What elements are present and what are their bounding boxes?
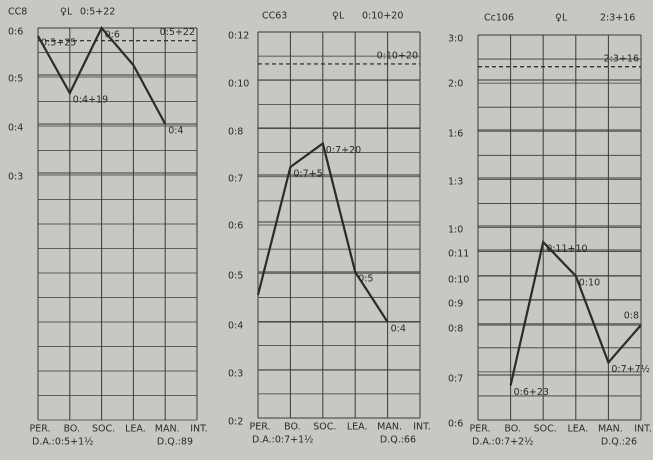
y-tick-label: 0:6	[228, 221, 243, 232]
x-tick-label: BO.	[64, 424, 80, 435]
y-tick-label: 0:11	[448, 249, 469, 260]
x-tick-label: PER.	[249, 422, 270, 433]
x-tick-label: MAN.	[598, 424, 623, 435]
footer-dq: D.Q.:66	[380, 435, 416, 446]
chart-title: Cc106	[484, 13, 514, 24]
x-tick-label: PER.	[469, 424, 490, 435]
y-tick-label: 0:5	[8, 74, 23, 85]
y-tick-label: 0:9	[448, 299, 463, 310]
y-tick-label: 0:6	[448, 419, 463, 430]
value-label: 0:7+20	[326, 145, 361, 156]
footer-dq: D.Q.:26	[601, 437, 637, 448]
reference-label: 0:10+20	[377, 50, 418, 61]
y-tick-label: 0:3	[8, 172, 23, 183]
chart-subtitle: ♀L	[60, 7, 73, 18]
y-tick-label: 0:2	[228, 417, 243, 428]
y-tick-label: 0:4	[8, 123, 23, 134]
value-label: 0:11+10	[546, 244, 587, 255]
x-tick-label: INT.	[634, 424, 652, 435]
footer-da: D.A.:0:7+1½	[252, 435, 313, 446]
chart-title: CC63	[262, 11, 287, 22]
y-tick-label: 0:5	[228, 271, 243, 282]
data-line	[256, 141, 389, 323]
value-label: 0:5	[358, 274, 373, 285]
value-label: 0:10	[579, 278, 600, 289]
chart-subtitle: ♀L	[555, 13, 568, 24]
x-tick-label: SOC.	[534, 424, 557, 435]
x-tick-label: PER.	[29, 424, 50, 435]
y-tick-label: 0:12	[228, 31, 249, 42]
x-tick-label: SOC.	[92, 424, 115, 435]
chart-subtitle: ♀L	[332, 11, 345, 22]
x-tick-label: SOC.	[313, 422, 336, 433]
y-tick-label: 0:10	[448, 275, 469, 286]
chart-age: 0:5+22	[80, 7, 115, 18]
y-tick-label: 3:0	[448, 34, 463, 45]
value-label: 0:4	[168, 126, 183, 137]
data-line	[37, 26, 167, 125]
footer-da: D.A.:0:7+2½	[472, 437, 533, 448]
x-tick-label: BO.	[504, 424, 520, 435]
chart-age: 2:3+16	[600, 13, 635, 24]
y-tick-label: 2:0	[448, 79, 463, 90]
x-tick-label: MAN.	[155, 424, 180, 435]
y-tick-label: 1:6	[448, 129, 463, 140]
value-label: 0:4	[391, 324, 406, 335]
x-tick-label: LEA.	[347, 422, 368, 433]
value-label: 0:8	[624, 311, 639, 322]
chart-age: 0:10+20	[362, 11, 403, 22]
reference-label: 0:5+22	[160, 27, 195, 38]
y-tick-label: 0:8	[228, 127, 243, 138]
x-tick-label: MAN.	[377, 422, 402, 433]
y-tick-label: 0:7	[448, 374, 463, 385]
chart-title: CC8	[8, 7, 27, 18]
y-tick-label: 1:0	[448, 225, 463, 236]
footer-dq: D.Q.:89	[157, 437, 193, 448]
reference-label: 2:3+16	[604, 53, 639, 64]
x-tick-label: INT.	[413, 422, 431, 433]
y-tick-label: 0:3	[228, 369, 243, 380]
x-tick-label: BO.	[284, 422, 300, 433]
value-label: 0:7+5	[293, 169, 322, 180]
y-tick-label: 0:6	[8, 27, 23, 38]
value-label: 0:4+19	[73, 95, 108, 106]
data-line	[509, 239, 642, 386]
y-tick-label: 0:4	[228, 321, 243, 332]
x-tick-label: LEA.	[567, 424, 588, 435]
y-tick-label: 0:10	[228, 79, 249, 90]
value-label: 0:6	[105, 30, 120, 41]
y-tick-label: 0:7	[228, 174, 243, 185]
value-label: 0:6+23	[514, 387, 549, 398]
value-label: 0:7+7½	[611, 364, 650, 375]
value-label: 0:5+25	[41, 37, 76, 48]
x-tick-label: INT.	[190, 424, 208, 435]
y-tick-label: 1:3	[448, 177, 463, 188]
y-tick-label: 0:8	[448, 324, 463, 335]
x-tick-label: LEA.	[125, 424, 146, 435]
footer-da: D.A.:0:5+1½	[32, 437, 93, 448]
